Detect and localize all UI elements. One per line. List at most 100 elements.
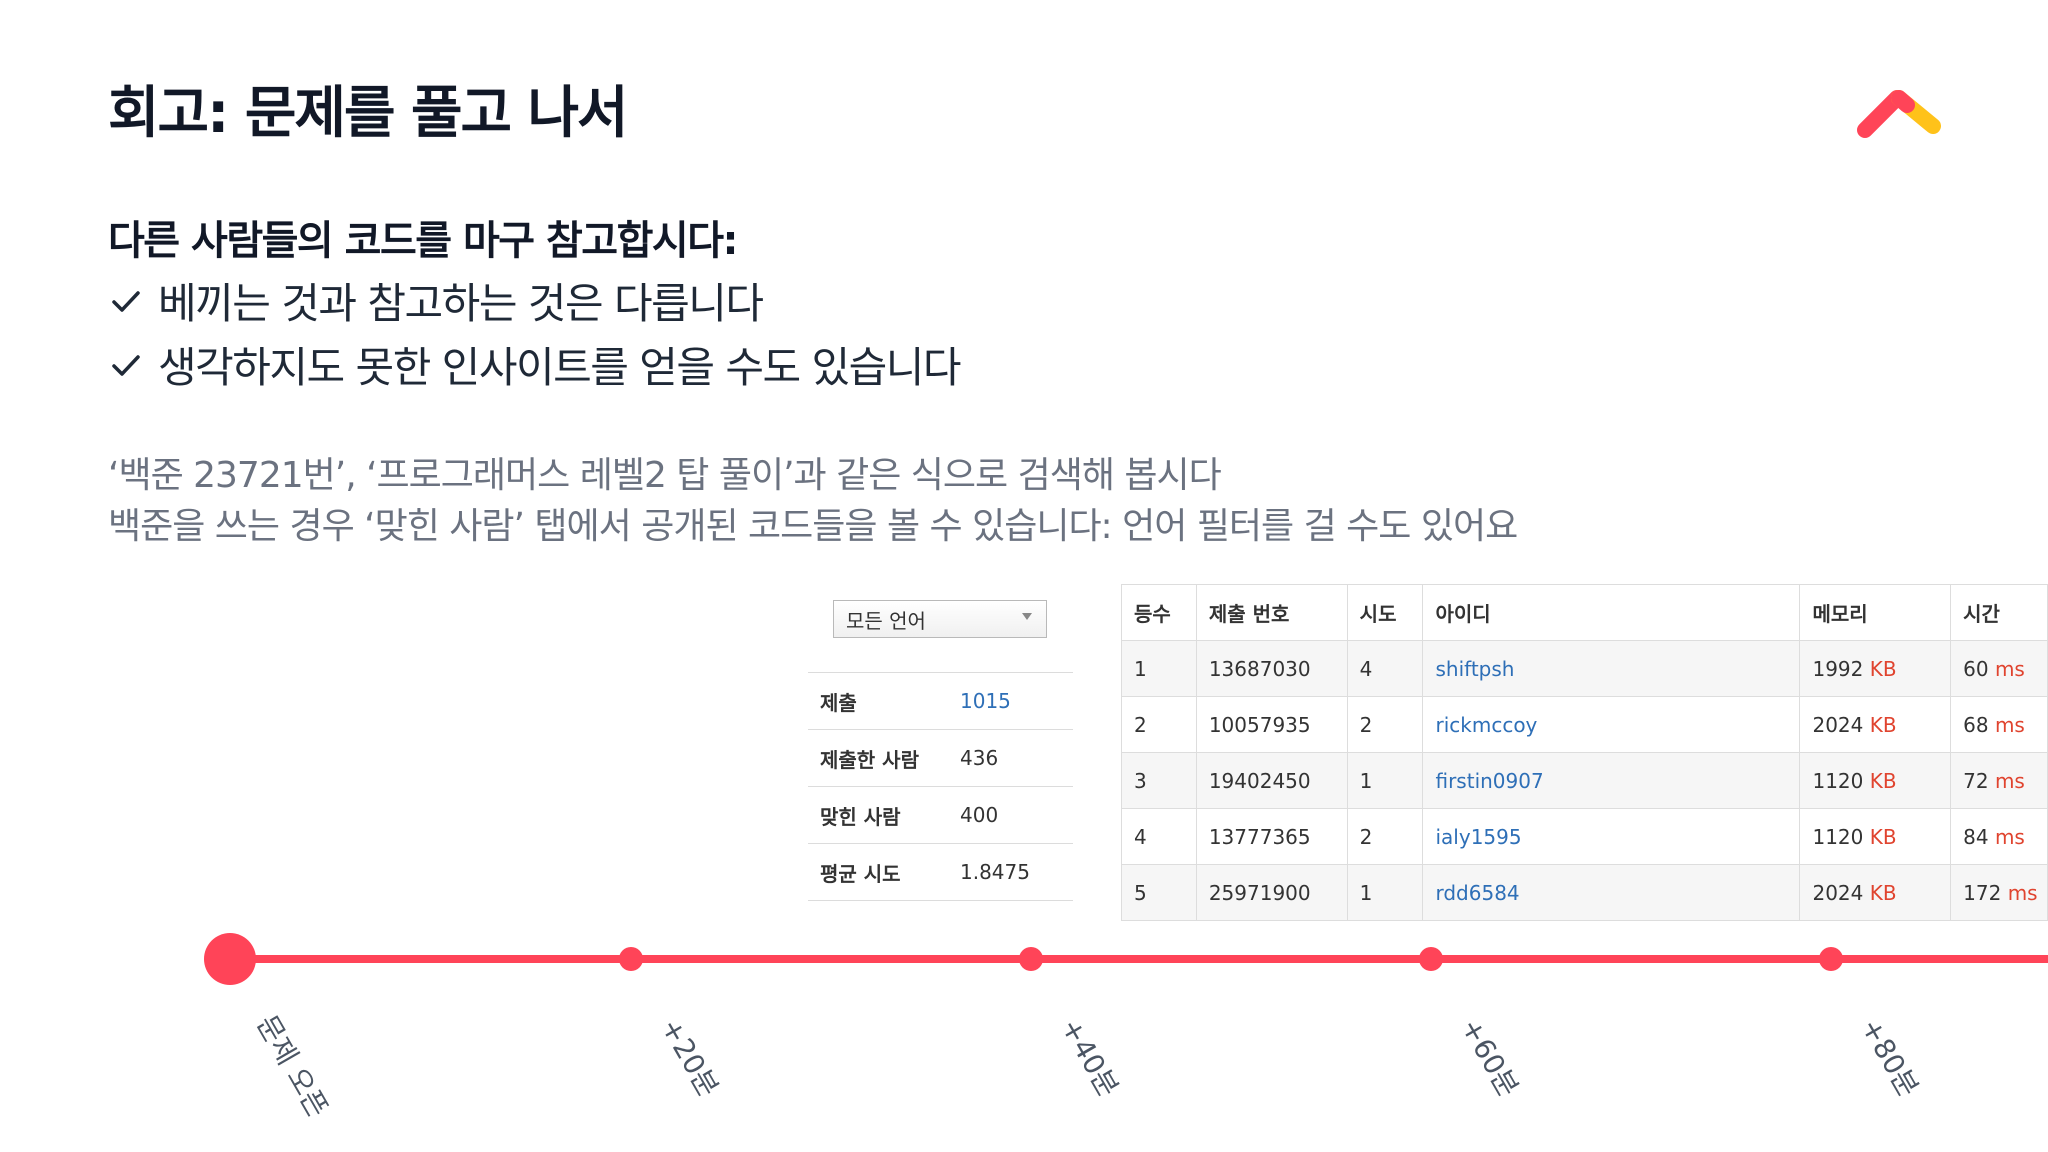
user-id-link[interactable]: shiftpsh xyxy=(1422,640,1801,697)
memory-cell: 2024 KB xyxy=(1799,864,1952,921)
rank-cell: 5 xyxy=(1121,864,1197,921)
check-item-text: 생각하지도 못한 인사이트를 얻을 수도 있습니다 xyxy=(158,343,962,392)
timeline-dot xyxy=(1019,947,1043,971)
checkmark-icon xyxy=(112,354,140,376)
timeline-dot xyxy=(1819,947,1843,971)
rank-cell: 1 xyxy=(1121,640,1197,697)
check-item-text: 베끼는 것과 참고하는 것은 다릅니다 xyxy=(158,279,764,328)
submissions-table: 등수 제출 번호 시도 아이디 메모리 시간 1 13687030 4 shiftps… xyxy=(1121,584,2048,921)
table-row: 4 13777365 2 ialy1595 1120 KB 84 ms xyxy=(1121,808,2048,865)
tries-cell: 2 xyxy=(1346,808,1424,865)
submission-id-cell: 13777365 xyxy=(1195,808,1348,865)
stats-row: 평균 시도 1.8475 xyxy=(808,843,1073,901)
time-cell: 172 ms xyxy=(1950,864,2048,921)
memory-value: 1120 xyxy=(1812,824,1864,849)
stats-value-link[interactable]: 1015 xyxy=(948,672,1073,730)
language-filter-select[interactable]: 모든 언어 xyxy=(833,600,1047,638)
memory-unit: KB xyxy=(1869,656,1897,681)
time-value: 72 xyxy=(1963,768,1989,793)
table-row: 1 13687030 4 shiftpsh 1992 KB 60 ms xyxy=(1121,640,2048,697)
stats-row: 제출 1015 xyxy=(808,672,1073,730)
memory-unit: KB xyxy=(1869,712,1897,737)
description-line: 백준을 쓰는 경우 ‘맞힌 사람’ 탭에서 공개된 코드들을 볼 수 있습니다:… xyxy=(108,506,1518,547)
user-id-link[interactable]: ialy1595 xyxy=(1422,808,1801,865)
description-line: ‘백준 23721번’, ‘프로그래머스 레벨2 탑 풀이’과 같은 식으로 검… xyxy=(108,455,1222,496)
user-id-link[interactable]: rickmccoy xyxy=(1422,696,1801,753)
time-unit: ms xyxy=(1994,768,2025,793)
timeline-start-dot xyxy=(204,933,256,985)
section-heading: 다른 사람들의 코드를 마구 참고합시다: xyxy=(108,218,739,264)
table-header-row: 등수 제출 번호 시도 아이디 메모리 시간 xyxy=(1121,584,2048,641)
submission-id-cell: 19402450 xyxy=(1195,752,1348,809)
stats-value: 436 xyxy=(948,729,1073,787)
brand-logo-icon xyxy=(1857,90,1941,138)
submission-id-cell: 25971900 xyxy=(1195,864,1348,921)
time-unit: ms xyxy=(2007,880,2038,905)
time-unit: ms xyxy=(1994,824,2025,849)
slide-title: 회고: 문제를 풀고 나서 xyxy=(108,81,629,146)
stats-label: 제출 xyxy=(808,672,948,730)
stats-row: 맞힌 사람 400 xyxy=(808,786,1073,844)
memory-value: 1120 xyxy=(1812,768,1864,793)
time-value: 60 xyxy=(1963,656,1989,681)
stats-label: 맞힌 사람 xyxy=(808,786,948,844)
submission-id-cell: 10057935 xyxy=(1195,696,1348,753)
timeline-dot xyxy=(1419,947,1443,971)
memory-cell: 1120 KB xyxy=(1799,752,1952,809)
check-item: 생각하지도 못한 인사이트를 얻을 수도 있습니다 xyxy=(108,334,962,395)
timeline-label: +20분 xyxy=(654,1012,726,1103)
memory-value: 1992 xyxy=(1812,656,1864,681)
user-id-link[interactable]: firstin0907 xyxy=(1422,752,1801,809)
table-row: 2 10057935 2 rickmccoy 2024 KB 68 ms xyxy=(1121,696,2048,753)
time-value: 172 xyxy=(1963,880,2002,905)
rank-cell: 2 xyxy=(1121,696,1197,753)
stats-label: 평균 시도 xyxy=(808,843,948,901)
dropdown-arrow-icon xyxy=(1022,613,1032,620)
column-header-tries: 시도 xyxy=(1346,584,1424,641)
memory-unit: KB xyxy=(1869,824,1897,849)
column-header-memory: 메모리 xyxy=(1799,584,1952,641)
tries-cell: 4 xyxy=(1346,640,1424,697)
rank-cell: 3 xyxy=(1121,752,1197,809)
memory-cell: 1120 KB xyxy=(1799,808,1952,865)
stats-row: 제출한 사람 436 xyxy=(808,729,1073,787)
memory-cell: 2024 KB xyxy=(1799,696,1952,753)
user-id-link[interactable]: rdd6584 xyxy=(1422,864,1801,921)
time-cell: 72 ms xyxy=(1950,752,2048,809)
column-header-user-id: 아이디 xyxy=(1422,584,1801,641)
memory-unit: KB xyxy=(1869,768,1897,793)
timeline-dot xyxy=(619,947,643,971)
timeline-line xyxy=(230,955,2048,963)
time-value: 84 xyxy=(1963,824,1989,849)
timeline-label: +60분 xyxy=(1454,1012,1526,1103)
column-header-rank: 등수 xyxy=(1121,584,1197,641)
timeline-label: 문제 오픈 xyxy=(250,1009,335,1123)
problem-stats-table: 제출 1015 제출한 사람 436 맞힌 사람 400 평균 시도 1.847… xyxy=(808,672,1073,901)
submission-id-cell: 13687030 xyxy=(1195,640,1348,697)
memory-value: 2024 xyxy=(1812,880,1864,905)
memory-unit: KB xyxy=(1869,880,1897,905)
time-cell: 60 ms xyxy=(1950,640,2048,697)
checkmark-icon xyxy=(112,290,140,312)
stats-value: 400 xyxy=(948,786,1073,844)
column-header-submission-id: 제출 번호 xyxy=(1195,584,1348,641)
tries-cell: 1 xyxy=(1346,752,1424,809)
time-unit: ms xyxy=(1994,712,2025,737)
stats-label: 제출한 사람 xyxy=(808,729,948,787)
tries-cell: 1 xyxy=(1346,864,1424,921)
stats-value: 1.8475 xyxy=(948,843,1073,901)
timeline-label: +80분 xyxy=(1854,1012,1926,1103)
tries-cell: 2 xyxy=(1346,696,1424,753)
column-header-time: 시간 xyxy=(1950,584,2048,641)
time-cell: 84 ms xyxy=(1950,808,2048,865)
check-item: 베끼는 것과 참고하는 것은 다릅니다 xyxy=(108,270,764,331)
time-cell: 68 ms xyxy=(1950,696,2048,753)
timeline-label: +40분 xyxy=(1054,1012,1126,1103)
language-filter-value: 모든 언어 xyxy=(846,608,926,633)
table-row: 5 25971900 1 rdd6584 2024 KB 172 ms xyxy=(1121,864,2048,921)
table-row: 3 19402450 1 firstin0907 1120 KB 72 ms xyxy=(1121,752,2048,809)
time-unit: ms xyxy=(1994,656,2025,681)
memory-value: 2024 xyxy=(1812,712,1864,737)
rank-cell: 4 xyxy=(1121,808,1197,865)
memory-cell: 1992 KB xyxy=(1799,640,1952,697)
